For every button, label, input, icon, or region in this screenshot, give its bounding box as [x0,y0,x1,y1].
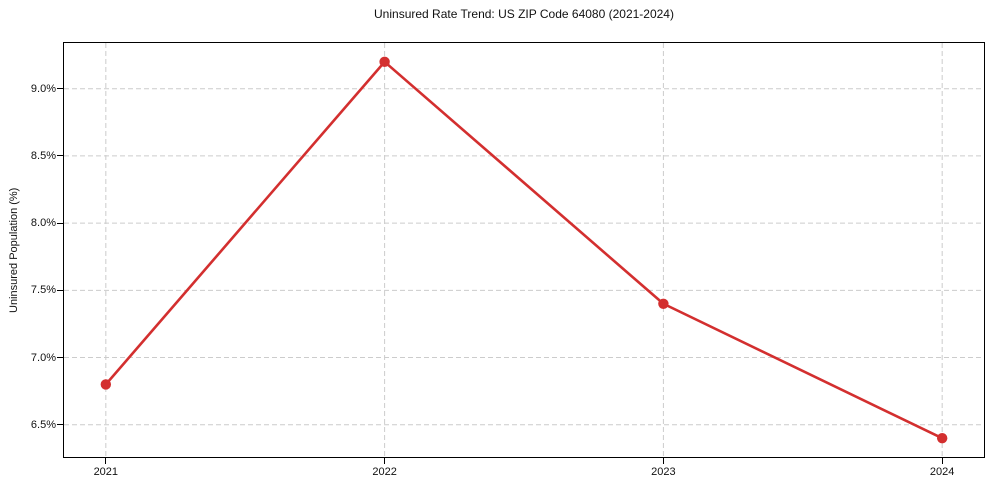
y-tick-label: 7.5% [30,284,56,297]
data-point [658,298,669,309]
x-tick-label: 2024 [929,466,955,478]
data-point [379,56,390,68]
x-axis-tick [662,458,664,464]
x-tick-label: 2023 [651,466,676,478]
y-tick-label: 8.5% [30,149,56,162]
y-axis-tick [57,155,63,157]
y-tick-label: 7.0% [30,351,56,364]
chart-title: Uninsured Rate Trend: US ZIP Code 64080 … [374,7,674,21]
y-tick-label: 9.0% [30,82,56,95]
y-tick-label: 6.5% [30,418,56,431]
data-point [936,432,948,444]
y-axis-tick [57,222,63,224]
y-axis-label: Uninsured Population (%) [8,187,20,313]
y-axis-tick [57,424,63,426]
y-axis-tick [57,88,63,90]
line-plot-canvas [64,43,984,457]
x-axis-tick [941,458,943,464]
x-tick-label: 2021 [93,466,119,478]
y-axis-tick [57,357,63,359]
y-tick-label: 8.0% [30,217,56,230]
x-axis-tick [105,458,107,464]
x-tick-label: 2022 [372,466,397,478]
trend-line [104,60,944,440]
y-axis-tick [57,289,63,291]
data-point [100,379,112,390]
plot-area [63,42,985,458]
x-axis-tick [384,458,386,464]
